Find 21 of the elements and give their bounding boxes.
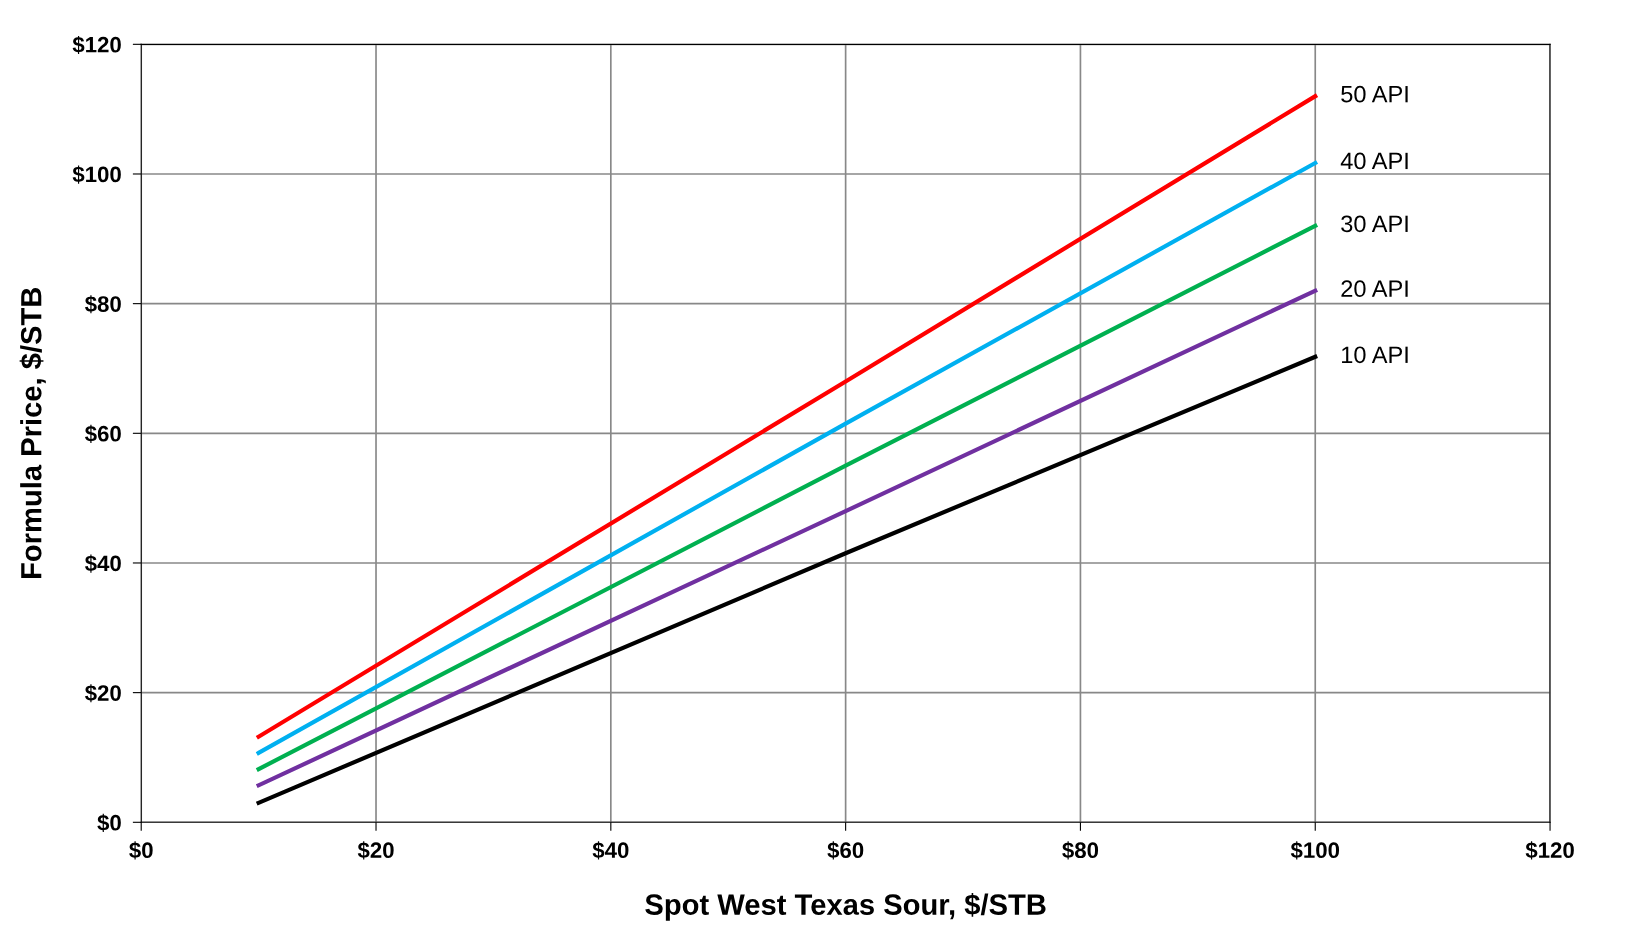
y-tick-label: $60: [84, 424, 121, 444]
series-label: 30 API: [1341, 215, 1408, 233]
y-tick-label: $20: [84, 684, 121, 703]
x-axis-title: Spot West Texas Sour, $/STB: [645, 893, 1046, 921]
series-label: 50 API: [1341, 85, 1408, 103]
series-label: 10 API: [1342, 346, 1408, 364]
y-tick-label: $120: [72, 35, 121, 55]
x-tick-label: $80: [1062, 841, 1099, 860]
x-tick-label: $20: [357, 841, 394, 860]
y-tick-label: $80: [84, 295, 121, 314]
y-axis-title: Formula Price, $/STB: [19, 287, 46, 579]
series-label: 40 API: [1340, 152, 1408, 170]
x-tick-label: $100: [1290, 841, 1340, 860]
x-tick-label: $40: [592, 841, 629, 860]
x-tick-label: $60: [827, 841, 864, 860]
y-tick-label: $0: [97, 813, 121, 832]
x-tick-label: $0: [129, 841, 153, 860]
y-tick-label: $40: [84, 554, 121, 573]
x-tick-label: $120: [1525, 841, 1574, 860]
y-tick-label: $100: [72, 165, 121, 184]
series-label: 20 API: [1341, 280, 1408, 298]
